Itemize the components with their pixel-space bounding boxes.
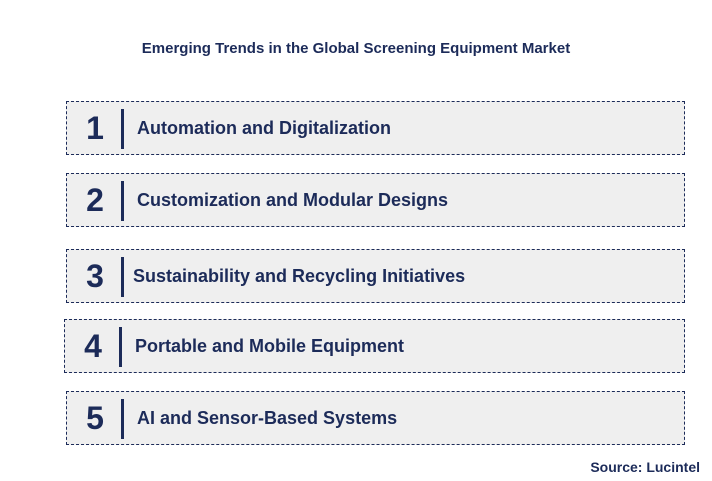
divider-bar [121,257,124,297]
trend-item-3: 3 Sustainability and Recycling Initiativ… [66,249,685,303]
diagram-title: Emerging Trends in the Global Screening … [141,40,571,57]
trend-label: Automation and Digitalization [137,117,391,138]
source-note: Source: Lucintel [590,459,700,475]
trend-item-4: 4 Portable and Mobile Equipment [64,319,685,373]
divider-bar [119,327,122,367]
divider-bar [121,109,124,149]
trend-number: 1 [86,109,104,146]
trend-number: 5 [86,399,104,436]
trend-label: Customization and Modular Designs [137,189,449,210]
trend-number: 3 [86,257,104,294]
divider-bar [121,399,124,439]
trend-number: 2 [86,181,104,218]
trend-label: Sustainability and Recycling Initiatives [133,265,466,286]
trend-label: AI and Sensor-Based Systems [137,407,398,428]
trend-number: 4 [84,327,102,364]
trend-item-5: 5 AI and Sensor-Based Systems [66,391,685,445]
trend-item-1: 1 Automation and Digitalization [66,101,685,155]
divider-bar [121,181,124,221]
trend-label: Portable and Mobile Equipment [135,335,405,356]
trend-item-2: 2 Customization and Modular Designs [66,173,685,227]
